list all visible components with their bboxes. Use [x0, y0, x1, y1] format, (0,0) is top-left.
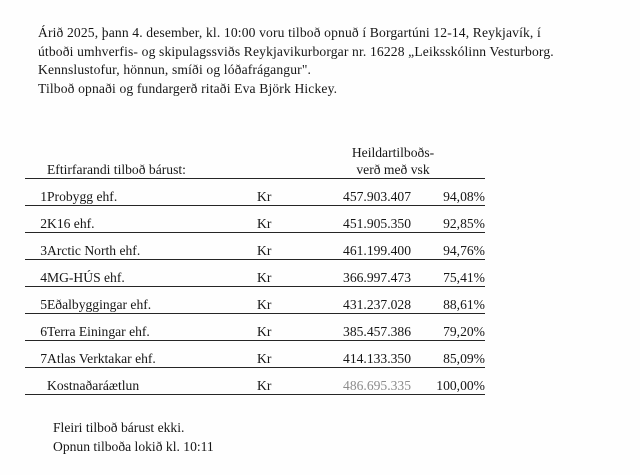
bid-percent: 85,09% [443, 351, 485, 366]
table-row: 3 Arctic North ehf. Kr 461.199.400 94,76… [25, 232, 485, 260]
bidder-name: K16 ehf. [47, 216, 95, 231]
bids-table-wrapper: Heildartilboðs- Eftirfarandi tilboð báru… [25, 140, 485, 395]
header-total-price-line1: Heildartilboðs- [301, 140, 485, 161]
bid-percent: 79,20% [443, 324, 485, 339]
row-number: 5 [40, 297, 47, 312]
table-body: 1 Probygg ehf. Kr 457.903.407 94,08% 2 K… [25, 178, 485, 395]
table-header-top-row: Heildartilboðs- [25, 140, 485, 161]
currency: Kr [257, 351, 272, 366]
header-spacer-currency [257, 140, 301, 161]
currency: Kr [257, 297, 272, 312]
row-number: 3 [40, 243, 47, 258]
intro-line-3: Kennslustofur, hönnun, smíði og lóðafrág… [38, 62, 312, 78]
bid-amount: 385.457.386 [343, 324, 411, 339]
bidder-name: Atlas Verktakar ehf. [47, 351, 156, 366]
header-spacer-num [25, 140, 47, 161]
row-number: 7 [40, 351, 47, 366]
table-row: 2 K16 ehf. Kr 451.905.350 92,85% [25, 205, 485, 233]
currency: Kr [257, 324, 272, 339]
bid-percent: 75,41% [443, 270, 485, 285]
cost-estimate-label: Kostnaðaráætlun [47, 378, 140, 393]
row-number: 4 [40, 270, 47, 285]
header-bidders-label: Eftirfarandi tilboð bárust: [47, 162, 186, 177]
currency: Kr [257, 270, 272, 285]
table-row: 4 MG-HÚS ehf. Kr 366.997.473 75,41% [25, 259, 485, 287]
footer-line-1: Fleiri tilboð bárust ekki. [53, 420, 185, 435]
table-header: Heildartilboðs- Eftirfarandi tilboð báru… [25, 140, 485, 179]
bidder-name: Arctic North ehf. [47, 243, 141, 258]
bidder-name: Terra Einingar ehf. [47, 324, 150, 339]
row-number [25, 368, 47, 395]
bid-percent: 94,76% [443, 243, 485, 258]
bid-amount: 457.903.407 [343, 189, 411, 204]
table-row: 6 Terra Einingar ehf. Kr 385.457.386 79,… [25, 313, 485, 341]
intro-line-1: Árið 2025, þann 4. desember, kl. 10:00 v… [38, 25, 541, 40]
bid-amount: 366.997.473 [343, 270, 411, 285]
header-total-price-line2: verð með vsk [301, 161, 485, 179]
cost-estimate-amount: 486.695.335 [343, 378, 411, 393]
currency: Kr [257, 378, 272, 393]
table-row: 7 Atlas Verktakar ehf. Kr 414.133.350 85… [25, 340, 485, 368]
table-row: 1 Probygg ehf. Kr 457.903.407 94,08% [25, 178, 485, 206]
row-number: 6 [40, 324, 47, 339]
bidder-name: Eðalbyggingar ehf. [47, 297, 152, 312]
bid-amount: 451.905.350 [343, 216, 411, 231]
intro-line-4: Tilboð opnaði og fundargerð ritaði Eva B… [38, 81, 338, 97]
bid-percent: 94,08% [443, 189, 485, 204]
table-row-cost-estimate: Kostnaðaráætlun Kr 486.695.335 100,00% [25, 367, 485, 395]
bid-amount: 461.199.400 [343, 243, 411, 258]
bidder-name: MG-HÚS ehf. [47, 270, 125, 285]
header-num-blank [25, 161, 47, 179]
cost-estimate-percent: 100,00% [436, 378, 485, 393]
bid-percent: 92,85% [443, 216, 485, 231]
row-number: 2 [40, 216, 47, 231]
row-number: 1 [40, 189, 47, 204]
bid-amount: 414.133.350 [343, 351, 411, 366]
bidder-name: Probygg ehf. [47, 189, 118, 204]
intro-line-2: útboði umhverfis- og skipulagssviðs Reyk… [38, 43, 554, 59]
table-header-bottom-row: Eftirfarandi tilboð bárust: verð með vsk [25, 161, 485, 179]
header-total-price-text-1: Heildartilboðs- [351, 145, 435, 160]
bid-amount: 431.237.028 [343, 297, 411, 312]
header-currency-blank [257, 161, 301, 179]
bid-percent: 88,61% [443, 297, 485, 312]
footer-line-2: Opnun tilboða lokið kl. 10:11 [53, 439, 214, 454]
footer-notes: Fleiri tilboð bárust ekki. Opnun tilboða… [53, 418, 214, 456]
header-total-price-text-2: verð með vsk [356, 162, 430, 177]
bids-table: Heildartilboðs- Eftirfarandi tilboð báru… [25, 140, 485, 395]
currency: Kr [257, 189, 272, 204]
header-spacer-name [47, 140, 257, 161]
currency: Kr [257, 243, 272, 258]
currency: Kr [257, 216, 272, 231]
table-row: 5 Eðalbyggingar ehf. Kr 431.237.028 88,6… [25, 286, 485, 314]
intro-paragraph: Árið 2025, þann 4. desember, kl. 10:00 v… [38, 24, 618, 99]
